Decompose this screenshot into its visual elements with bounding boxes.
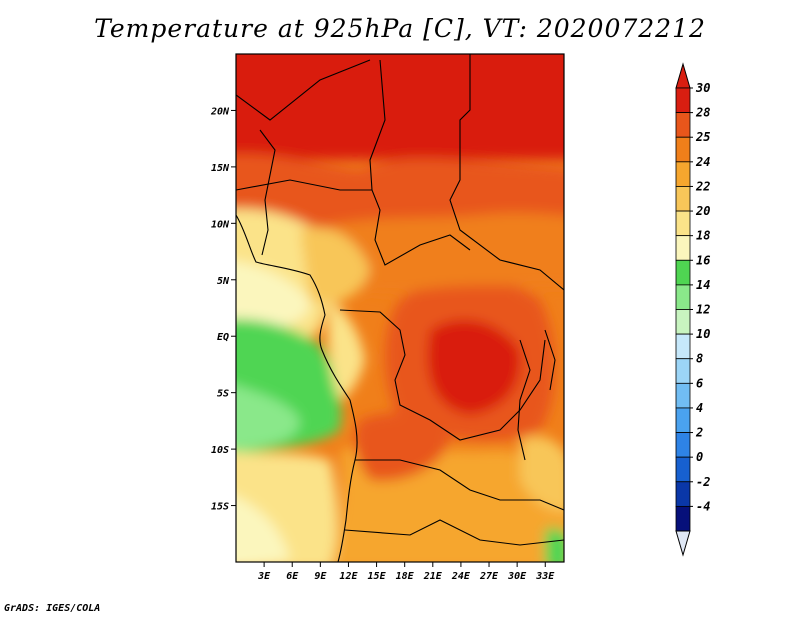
x-tick-label: 30E <box>507 571 527 582</box>
boundary-north-2 <box>449 54 564 291</box>
y-tick-label: 20N <box>210 106 230 117</box>
region-sahel <box>236 154 564 234</box>
y-tick-label: 10S <box>211 445 229 456</box>
footer-credit: GrADS: IGES/COLA <box>4 603 101 614</box>
boundary-central <box>339 309 546 441</box>
colorbar-label: 28 <box>695 106 710 120</box>
colorbar-label: 6 <box>696 376 703 390</box>
colorbar-label: 14 <box>696 278 710 292</box>
colorbar-swatch <box>675 382 691 409</box>
colorbar-label: -2 <box>696 475 710 489</box>
x-tick-label: 6E <box>286 571 299 582</box>
chart-title: Temperature at 925hPa [C], VT: 202007221… <box>94 14 706 43</box>
colorbar-swatch <box>675 358 691 384</box>
colorbar-swatch <box>675 432 691 458</box>
region-mid-north-light <box>300 227 370 304</box>
colorbar-swatch <box>675 210 691 237</box>
y-tick-label: 5S <box>217 389 229 400</box>
colorbar-under-triangle <box>675 530 691 557</box>
temperature-field <box>236 54 564 562</box>
colorbar-swatch <box>675 259 691 286</box>
y-tick-label: 15S <box>211 502 229 513</box>
x-tick-label: 21E <box>423 571 443 582</box>
colorbar-label: 12 <box>696 303 710 317</box>
colorbar-label: 0 <box>696 450 703 464</box>
colorbar-swatch <box>675 186 691 212</box>
colorbar-swatch <box>675 284 691 310</box>
colorbar-label: 4 <box>696 401 703 415</box>
y-tick-label: 5N <box>217 276 230 287</box>
boundary-west <box>259 129 276 256</box>
y-tick-label: EQ <box>217 332 229 343</box>
colorbar-swatch <box>675 333 691 360</box>
colorbar-swatch <box>675 161 691 187</box>
colorbar-label: 16 <box>696 253 710 267</box>
colorbar-label: 2 <box>695 426 703 440</box>
colorbar-label: 20 <box>695 204 710 218</box>
region-ocean-light <box>236 385 300 450</box>
boundary-east-lakes <box>517 329 556 461</box>
region-coast-strip <box>328 300 365 400</box>
x-tick-label: 18E <box>396 571 415 582</box>
axis-ticks: 3E 6E 9E 12E 15E 18E 21E 24E 27E 30E 33E 20N 15N 10N 5… <box>210 106 555 582</box>
y-tick-label: 15N <box>211 163 230 174</box>
colorbar-label: 22 <box>695 179 710 193</box>
colorbar-swatch <box>675 309 691 335</box>
region-south-hot <box>354 412 450 481</box>
coastline <box>236 214 358 562</box>
y-tick-label: 10N <box>211 219 230 230</box>
colorbar-label: 25 <box>695 130 710 144</box>
colorbar-over-triangle <box>675 62 691 89</box>
boundary-north-1 <box>236 59 386 191</box>
boundaries <box>236 54 564 562</box>
region-central-core <box>427 319 521 415</box>
colorbar-swatch <box>675 407 691 433</box>
colorbar-label: 8 <box>696 352 703 366</box>
x-tick-label: 9E <box>314 571 327 582</box>
x-tick-label: 33E <box>535 571 555 582</box>
x-tick-label: 12E <box>339 571 358 582</box>
colorbar-swatch <box>675 112 691 138</box>
x-tick-label: 27E <box>479 571 499 582</box>
colorbar-label: 18 <box>696 229 710 243</box>
x-tick-label: 15E <box>368 571 387 582</box>
colorbar-swatch <box>675 235 691 261</box>
boundary-south <box>355 459 564 511</box>
boundary-south-2 <box>344 519 564 546</box>
colorbar-swatch <box>675 505 691 532</box>
colorbar-swatch <box>675 87 691 114</box>
region-west-pale <box>236 261 311 334</box>
colorbar-swatch <box>675 456 691 483</box>
colorbar-swatch <box>675 481 691 507</box>
boundary-sahel <box>236 179 471 266</box>
colorbar-label: 24 <box>695 155 710 169</box>
map-frame <box>235 53 565 563</box>
region-mid-north <box>330 212 564 294</box>
region-east-highland <box>520 436 564 511</box>
colorbar-label: 30 <box>695 81 710 95</box>
colorbar-swatch <box>675 136 691 163</box>
x-tick-label: 24E <box>451 571 471 582</box>
region-south-pale <box>236 496 290 562</box>
colorbar-label: -4 <box>696 499 710 513</box>
colorbar-label: 10 <box>696 327 710 341</box>
region-far-se-green <box>545 528 564 562</box>
region-far-north <box>236 54 564 160</box>
x-tick-label: 3E <box>257 571 271 582</box>
